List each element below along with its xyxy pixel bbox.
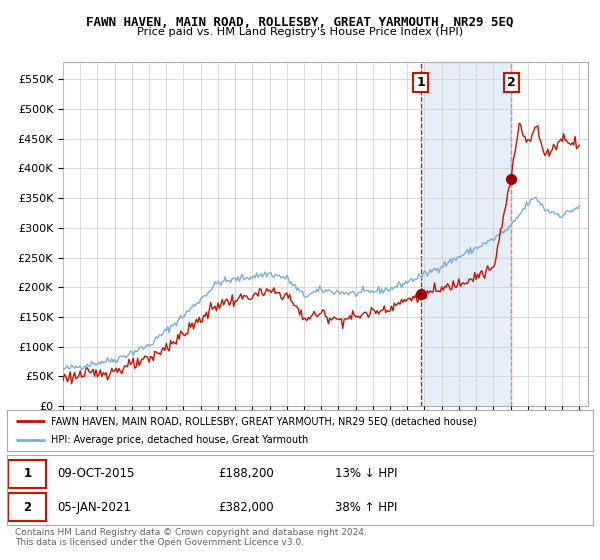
Text: 1: 1 — [416, 76, 425, 89]
Text: FAWN HAVEN, MAIN ROAD, ROLLESBY, GREAT YARMOUTH, NR29 5EQ: FAWN HAVEN, MAIN ROAD, ROLLESBY, GREAT Y… — [86, 16, 514, 29]
Text: 09-OCT-2015: 09-OCT-2015 — [57, 467, 134, 480]
Text: Contains HM Land Registry data © Crown copyright and database right 2024.
This d: Contains HM Land Registry data © Crown c… — [15, 528, 367, 548]
Text: 1: 1 — [23, 467, 31, 480]
Text: 38% ↑ HPI: 38% ↑ HPI — [335, 501, 398, 514]
Text: 13% ↓ HPI: 13% ↓ HPI — [335, 467, 398, 480]
Text: £188,200: £188,200 — [218, 467, 274, 480]
Text: HPI: Average price, detached house, Great Yarmouth: HPI: Average price, detached house, Grea… — [51, 435, 308, 445]
Bar — [421, 62, 511, 406]
Text: 2: 2 — [506, 76, 515, 89]
FancyBboxPatch shape — [8, 460, 46, 488]
Text: FAWN HAVEN, MAIN ROAD, ROLLESBY, GREAT YARMOUTH, NR29 5EQ (detached house): FAWN HAVEN, MAIN ROAD, ROLLESBY, GREAT Y… — [51, 417, 477, 426]
Text: Price paid vs. HM Land Registry's House Price Index (HPI): Price paid vs. HM Land Registry's House … — [137, 27, 463, 37]
Text: 05-JAN-2021: 05-JAN-2021 — [57, 501, 131, 514]
Text: 2: 2 — [23, 501, 31, 514]
Text: £382,000: £382,000 — [218, 501, 274, 514]
FancyBboxPatch shape — [8, 493, 46, 521]
